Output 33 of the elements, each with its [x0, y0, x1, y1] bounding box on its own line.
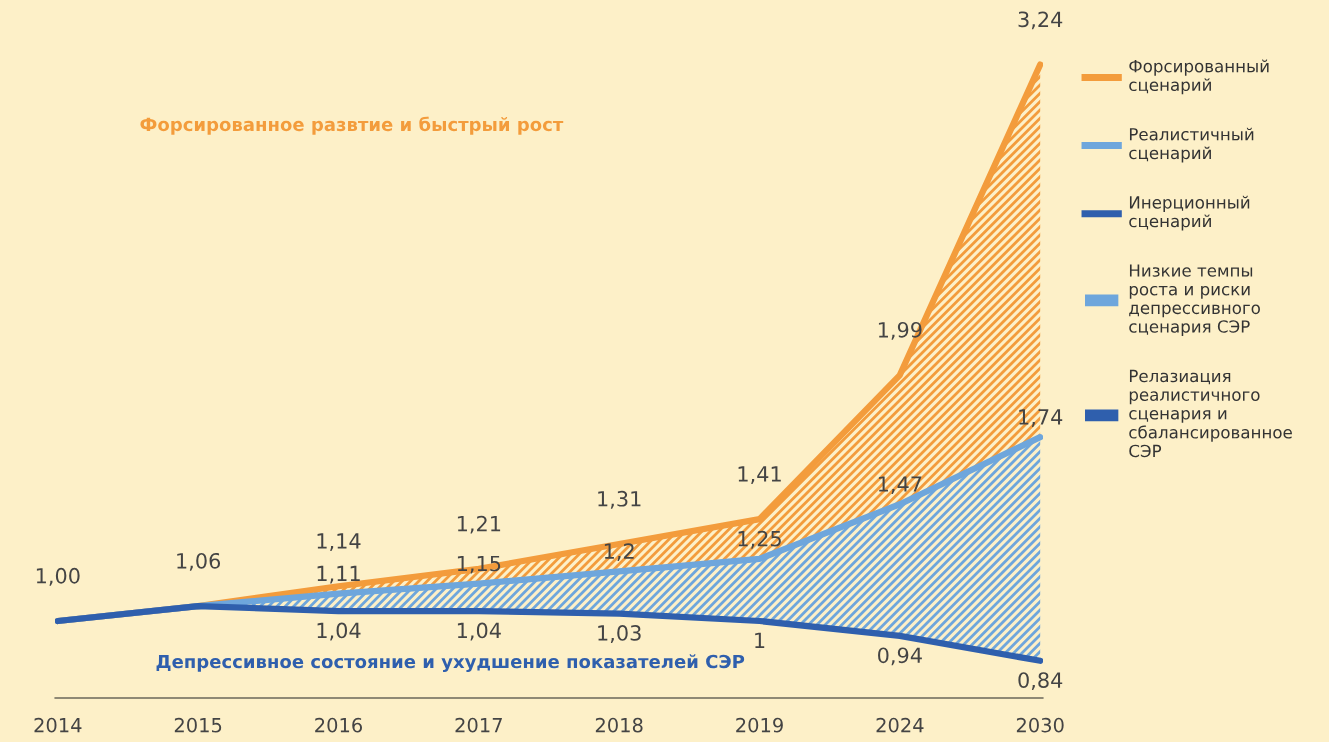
data-label: 1,15	[457, 555, 501, 574]
x-tick-label: 2030	[1016, 717, 1064, 733]
data-label: 3,24	[1018, 11, 1063, 30]
data-label: 1,31	[598, 490, 641, 509]
annotation: Депрессивное состояние и ухудшение показателей СЭР	[156, 654, 745, 672]
data-label: 1,04	[317, 622, 361, 641]
x-tick-label: 2017	[455, 717, 502, 733]
legend-label: Инерционный сценарий	[1129, 195, 1250, 231]
x-tick-label: 2014	[34, 717, 82, 733]
legend-label: Реалистичный сценарий	[1129, 127, 1254, 163]
x-tick-label: 2015	[174, 717, 222, 733]
data-label: 1,21	[457, 515, 501, 534]
data-label: 1	[755, 632, 765, 648]
legend-label: Релазиация реалистичного сценария и сбалансированное СЭР	[1129, 369, 1292, 458]
data-label: 1,2	[604, 543, 634, 562]
x-tick-label: 2019	[736, 717, 783, 733]
data-label: 1,47	[878, 476, 922, 494]
x-tick-label: 2018	[595, 717, 643, 733]
legend-label: Низкие темпы роста и риски депрессивного сценария СЭР	[1129, 264, 1260, 337]
data-label: 1,11	[317, 565, 360, 584]
data-label: 1,06	[177, 552, 221, 571]
data-label: 1,00	[36, 567, 80, 586]
data-label: 1,03	[598, 625, 641, 643]
data-label: 1,25	[738, 530, 781, 549]
data-label: 1,14	[317, 533, 361, 551]
data-label: 1,04	[457, 622, 501, 641]
x-tick-label: 2016	[315, 717, 363, 733]
data-label: 0,84	[1018, 672, 1063, 691]
data-label: 0,94	[878, 647, 922, 666]
legend-label: Форсированный сценарий	[1129, 59, 1269, 95]
x-tick-label: 2024	[876, 717, 924, 733]
annotation: Форсированное развтие и быстрый рост	[140, 116, 564, 135]
data-label: 1,41	[738, 466, 781, 484]
